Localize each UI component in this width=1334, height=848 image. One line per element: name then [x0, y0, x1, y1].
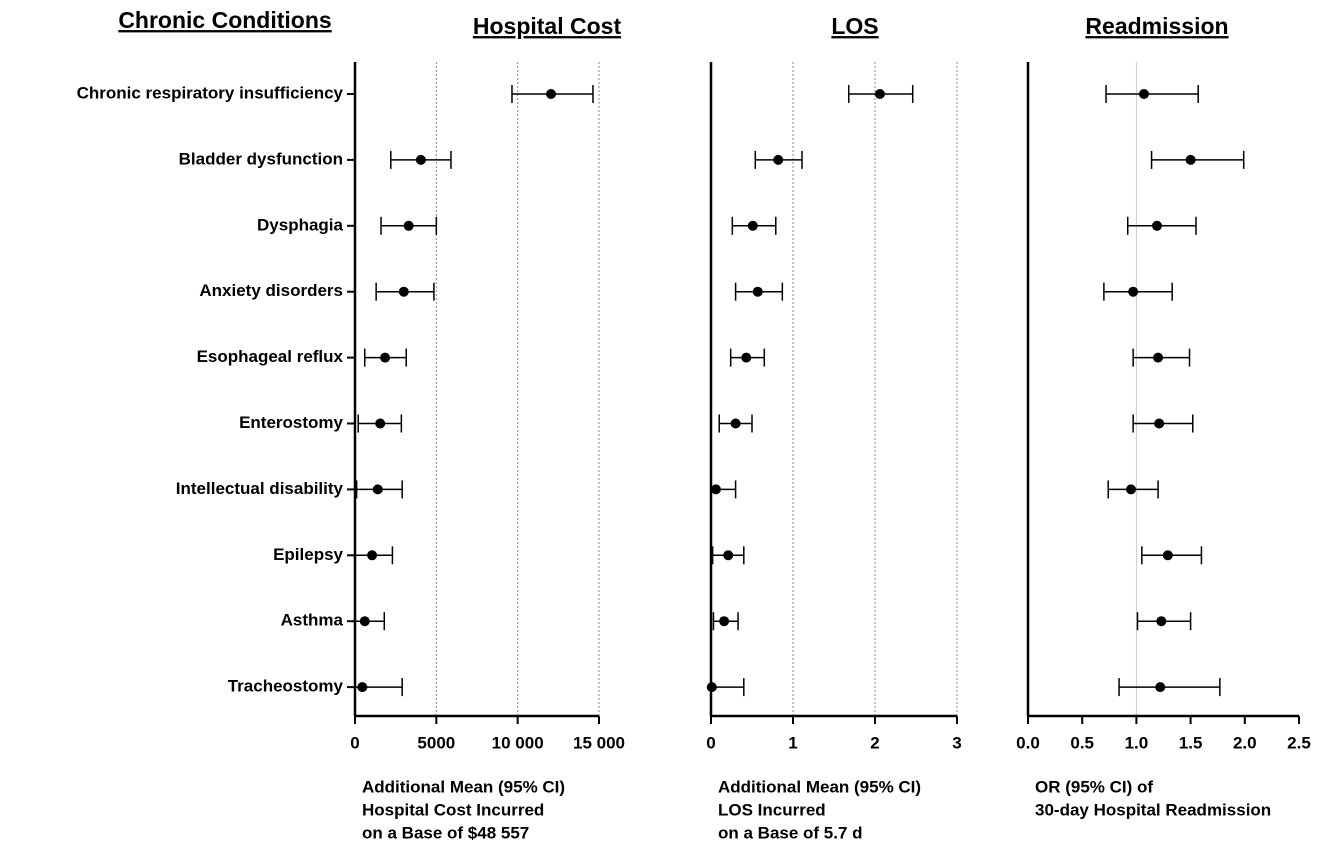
- point: [1156, 616, 1167, 627]
- point: [1138, 89, 1149, 99]
- x-axis-label: Additional Mean (95% CI): [362, 777, 565, 796]
- x-axis-label: on a Base of $48 557: [362, 823, 529, 842]
- category-label: Intellectual disability: [176, 479, 344, 498]
- x-axis-label: OR (95% CI) of: [1035, 777, 1153, 796]
- x-tick-label: 1: [788, 733, 797, 752]
- x-axis-label: 30-day Hospital Readmission: [1035, 800, 1271, 819]
- point: [357, 682, 368, 693]
- panel-title: Readmission: [1085, 13, 1228, 39]
- point: [874, 89, 885, 99]
- point: [741, 352, 752, 363]
- point: [1125, 484, 1136, 495]
- category-label: Tracheostomy: [228, 677, 344, 696]
- x-tick-label: 0: [350, 733, 359, 752]
- panel-title: Hospital Cost: [473, 13, 622, 39]
- point: [372, 484, 383, 495]
- x-tick-label: 1.0: [1125, 733, 1149, 752]
- x-tick-label: 2.0: [1233, 733, 1257, 752]
- point: [359, 616, 370, 627]
- point: [773, 154, 784, 165]
- point: [415, 154, 426, 165]
- x-tick-label: 15 000: [573, 733, 625, 752]
- point: [752, 286, 763, 297]
- x-tick-label: 0.5: [1070, 733, 1094, 752]
- point: [380, 352, 391, 363]
- point: [546, 89, 557, 99]
- category-label: Anxiety disorders: [199, 281, 343, 300]
- x-tick-label: 1.5: [1179, 733, 1203, 752]
- point: [375, 418, 386, 429]
- category-label: Asthma: [281, 611, 344, 630]
- point: [398, 286, 409, 297]
- x-axis-label: LOS Incurred: [718, 800, 826, 819]
- x-tick-label: 2.5: [1287, 733, 1311, 752]
- category-label: Enterostomy: [239, 413, 343, 432]
- category-label: Chronic respiratory insufficiency: [77, 83, 344, 102]
- category-label: Dysphagia: [257, 215, 344, 234]
- point: [730, 418, 741, 429]
- category-label: Epilepsy: [273, 545, 343, 564]
- x-tick-label: 5000: [417, 733, 455, 752]
- x-tick-label: 0.0: [1016, 733, 1040, 752]
- point: [1155, 682, 1166, 693]
- point: [1154, 418, 1165, 429]
- point: [706, 682, 717, 693]
- point: [747, 220, 758, 231]
- point: [1185, 154, 1196, 165]
- row-header: Chronic Conditions: [118, 7, 331, 33]
- x-tick-label: 3: [952, 733, 961, 752]
- x-tick-label: 2: [870, 733, 879, 752]
- point: [1151, 220, 1162, 231]
- x-tick-label: 10 000: [492, 733, 544, 752]
- point: [403, 220, 414, 231]
- x-axis-label: on a Base of 5.7 d: [718, 823, 863, 842]
- point: [1128, 286, 1139, 297]
- point: [723, 550, 734, 561]
- x-axis-label: Hospital Cost Incurred: [362, 800, 544, 819]
- category-label: Bladder dysfunction: [179, 149, 343, 168]
- point: [1153, 352, 1164, 363]
- x-tick-label: 0: [706, 733, 715, 752]
- x-axis-label: Additional Mean (95% CI): [718, 777, 921, 796]
- point: [719, 616, 730, 627]
- point: [1162, 550, 1173, 561]
- category-label: Esophageal reflux: [197, 347, 344, 366]
- point: [367, 550, 378, 561]
- point: [710, 484, 721, 495]
- panel-title: LOS: [831, 13, 878, 39]
